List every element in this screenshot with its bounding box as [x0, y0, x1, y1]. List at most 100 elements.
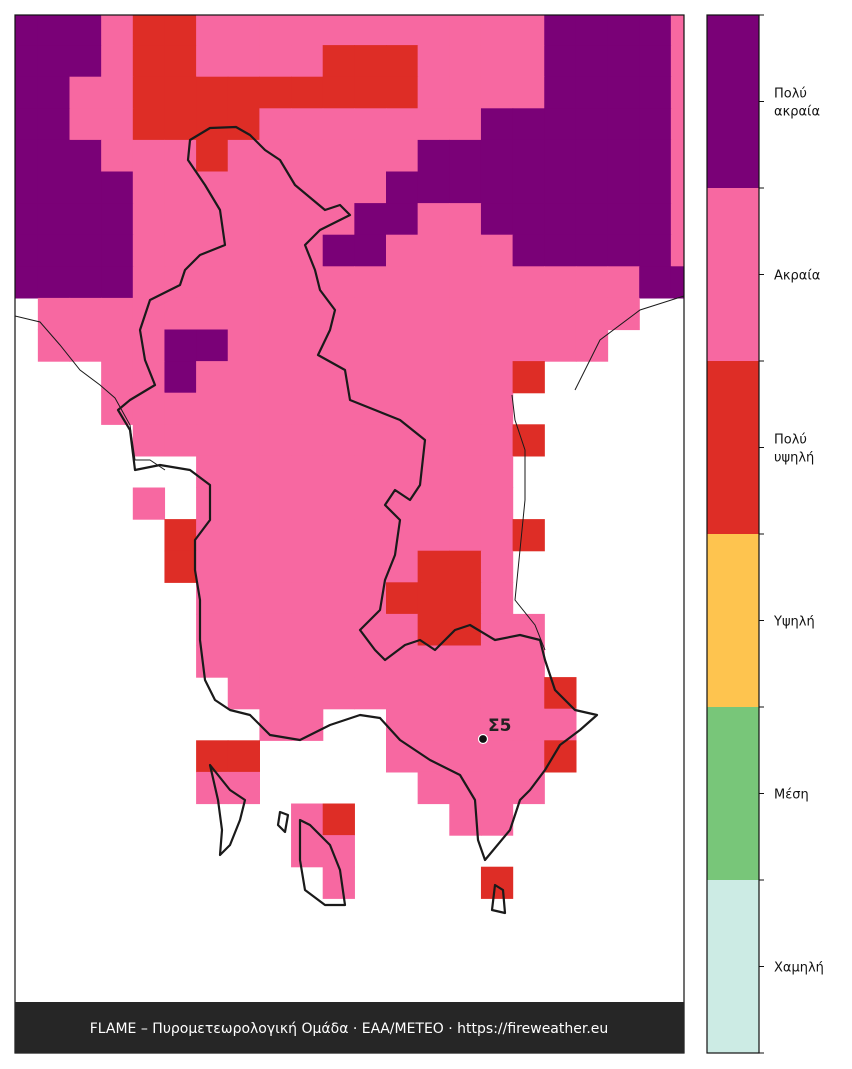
risk-cell	[480, 455, 514, 489]
risk-cell	[449, 424, 482, 457]
risk-cell	[449, 329, 482, 362]
risk-cell	[417, 15, 450, 46]
risk-cell	[132, 266, 166, 299]
risk-cell	[259, 15, 292, 46]
risk-cell	[164, 45, 197, 78]
risk-cell	[259, 171, 292, 204]
legend-label-line: υψηλή	[774, 451, 814, 466]
risk-cell	[449, 361, 482, 394]
risk-cell	[449, 645, 482, 678]
risk-cell	[132, 424, 166, 457]
risk-cell	[132, 392, 166, 425]
risk-cell	[354, 519, 387, 552]
risk-cell	[322, 297, 355, 331]
risk-cell	[639, 45, 672, 78]
risk-cell	[639, 108, 672, 141]
risk-cell	[575, 15, 609, 46]
legend-label-line: Πολύ	[774, 87, 807, 102]
risk-cell	[291, 645, 324, 678]
legend-label: Υψηλή	[773, 615, 815, 630]
risk-cell	[354, 234, 387, 267]
risk-cell	[607, 266, 640, 299]
risk-cell	[101, 361, 134, 394]
risk-cell	[607, 234, 640, 267]
risk-cell	[259, 487, 292, 520]
risk-cell	[259, 108, 292, 141]
risk-cell	[670, 76, 684, 109]
risk-cell	[354, 677, 387, 710]
risk-cell	[37, 297, 71, 331]
risk-cell	[480, 677, 514, 710]
risk-cell	[101, 266, 134, 299]
risk-cell	[449, 171, 482, 204]
coastline	[490, 883, 507, 915]
risk-cell	[101, 139, 134, 173]
risk-cell	[15, 15, 39, 46]
risk-cell	[449, 677, 482, 710]
risk-cell	[480, 139, 514, 173]
risk-cell	[132, 76, 166, 109]
risk-cell	[291, 76, 324, 109]
risk-cell	[259, 550, 292, 583]
risk-cell	[544, 171, 577, 204]
risk-cell	[386, 740, 419, 773]
risk-cell	[291, 297, 324, 331]
risk-cell	[512, 234, 545, 267]
risk-cell	[449, 266, 482, 299]
risk-cell	[639, 203, 672, 236]
risk-cell	[449, 234, 482, 267]
risk-cell	[417, 519, 450, 552]
risk-cell	[449, 771, 482, 805]
risk-cell	[449, 487, 482, 520]
risk-cell	[259, 203, 292, 236]
risk-cell	[417, 645, 450, 678]
risk-cell	[512, 519, 545, 552]
risk-cell	[670, 45, 684, 78]
risk-cell	[227, 550, 260, 583]
risk-cell	[37, 139, 71, 173]
risk-cell	[417, 550, 450, 583]
risk-cell	[227, 297, 260, 331]
legend-label-line: Πολύ	[774, 433, 807, 448]
risk-cell	[575, 45, 609, 78]
risk-cell	[196, 424, 229, 457]
risk-cell	[354, 139, 387, 173]
risk-cell	[670, 108, 684, 141]
risk-cell	[544, 76, 577, 109]
risk-cell	[37, 45, 71, 78]
risk-cell	[449, 582, 482, 615]
risk-cell	[227, 15, 260, 46]
risk-cell	[386, 645, 419, 678]
risk-cell	[291, 582, 324, 615]
risk-cell	[354, 76, 387, 109]
risk-cell	[575, 139, 609, 173]
colorbar-segment	[707, 188, 759, 361]
risk-cell	[512, 108, 545, 141]
risk-cell	[322, 266, 355, 299]
risk-cell	[386, 139, 419, 173]
risk-cell	[386, 45, 419, 78]
risk-cell	[132, 203, 166, 236]
risk-cell	[417, 171, 450, 204]
risk-cell	[164, 171, 197, 204]
risk-cell	[607, 15, 640, 46]
risk-cell	[291, 203, 324, 236]
risk-cell	[386, 392, 419, 425]
risk-cell	[196, 455, 229, 489]
risk-cell	[322, 613, 355, 647]
risk-cell	[227, 234, 260, 267]
risk-cell	[386, 487, 419, 520]
risk-cell	[417, 139, 450, 173]
risk-cell	[417, 677, 450, 710]
risk-cell	[291, 550, 324, 583]
risk-cell	[69, 76, 102, 109]
risk-cell	[196, 45, 229, 78]
risk-cell	[15, 234, 39, 267]
risk-cell	[512, 424, 545, 457]
risk-cell	[449, 139, 482, 173]
risk-cell	[480, 866, 514, 899]
risk-cell	[354, 645, 387, 678]
risk-cell	[196, 487, 229, 520]
risk-cell	[259, 361, 292, 394]
risk-cell	[544, 677, 577, 710]
